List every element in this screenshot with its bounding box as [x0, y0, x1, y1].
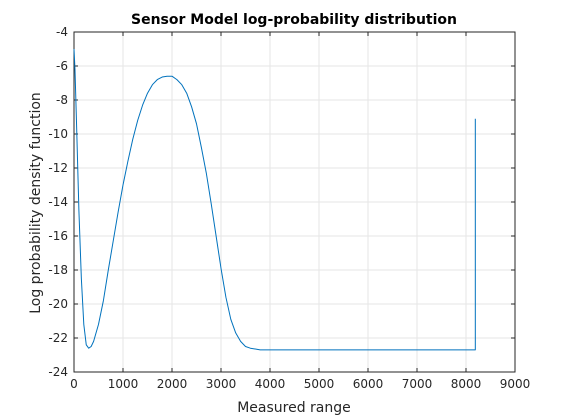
axis-ticks: 0 1000 2000 3000 4000 5000 6000 7000 8000 9000 -24…: [48, 25, 530, 391]
x-tick-label: 8000: [451, 377, 482, 391]
x-tick-label: 4000: [255, 377, 286, 391]
y-tick-label: -24: [48, 365, 68, 379]
y-tick-label: -12: [48, 161, 68, 175]
grid-lines: [73, 31, 516, 373]
y-axis-label: Log probability density function: [28, 92, 44, 314]
y-tick-label: -8: [56, 93, 68, 107]
x-tick-label: 9000: [500, 377, 531, 391]
chart-title: Sensor Model log-probability distributio…: [131, 12, 457, 28]
y-tick-label: -10: [48, 127, 68, 141]
y-tick-label: -6: [56, 59, 68, 73]
x-tick-label: 7000: [402, 377, 433, 391]
y-tick-label: -14: [48, 195, 68, 209]
series-line-0: [73, 48, 476, 351]
y-tick-label: -22: [48, 331, 68, 345]
y-tick-label: -16: [48, 229, 68, 243]
x-tick-label: 1000: [108, 377, 139, 391]
series-group: [73, 48, 476, 351]
y-tick-label: -20: [48, 297, 68, 311]
x-axis-label: Measured range: [237, 400, 351, 416]
x-tick-label: 2000: [157, 377, 188, 391]
x-tick-label: 6000: [353, 377, 384, 391]
x-tick-label: 5000: [304, 377, 335, 391]
x-tick-label: 3000: [206, 377, 237, 391]
y-tick-label: -18: [48, 263, 68, 277]
y-tick-label: -4: [56, 25, 68, 39]
x-tick-label: 0: [70, 377, 78, 391]
